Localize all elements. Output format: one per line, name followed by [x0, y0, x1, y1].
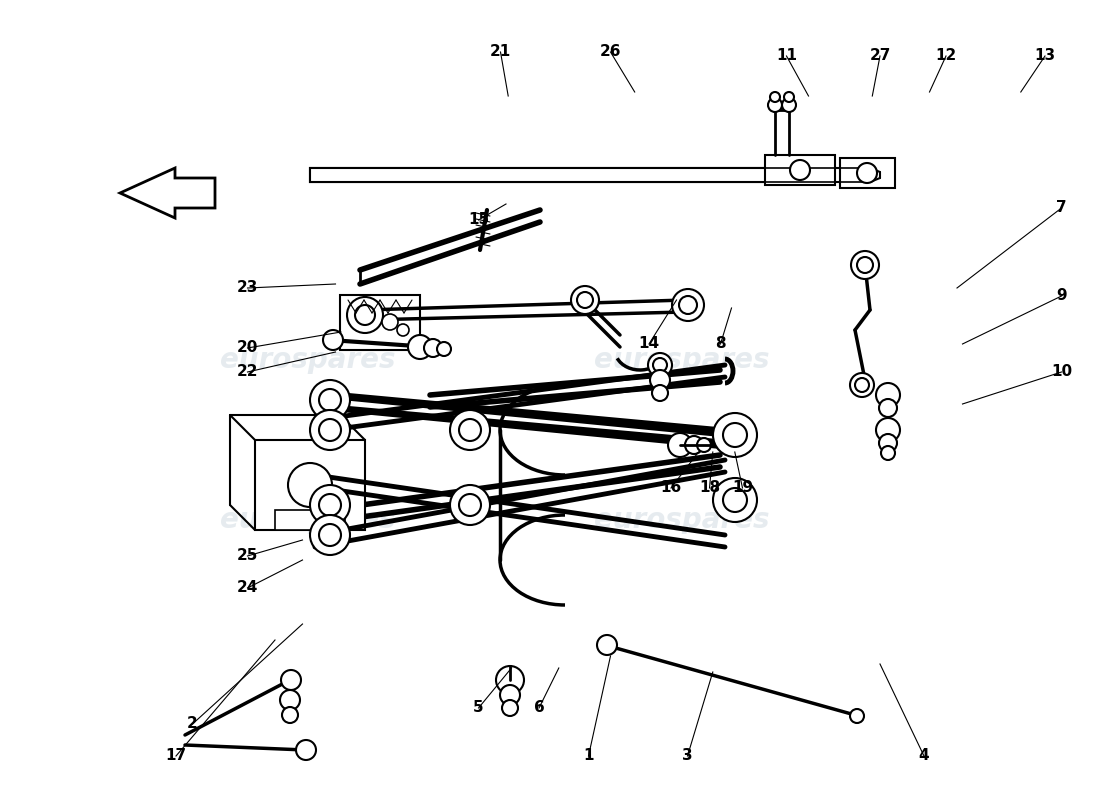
Text: 17: 17 — [165, 749, 187, 763]
Circle shape — [323, 330, 343, 350]
Circle shape — [346, 297, 383, 333]
Circle shape — [713, 413, 757, 457]
Text: 12: 12 — [935, 49, 957, 63]
Bar — [764, 155, 835, 185]
Text: eurospares: eurospares — [594, 506, 770, 534]
Circle shape — [310, 380, 350, 420]
Circle shape — [355, 305, 375, 325]
Circle shape — [876, 418, 900, 442]
Circle shape — [685, 436, 703, 454]
Circle shape — [496, 666, 524, 694]
Text: 15: 15 — [468, 213, 490, 227]
Circle shape — [571, 286, 600, 314]
Circle shape — [382, 314, 398, 330]
Text: 18: 18 — [698, 481, 720, 495]
Circle shape — [437, 342, 451, 356]
Circle shape — [784, 92, 794, 102]
Circle shape — [850, 373, 875, 397]
Circle shape — [578, 292, 593, 308]
Circle shape — [397, 324, 409, 336]
Circle shape — [881, 446, 895, 460]
Circle shape — [424, 339, 442, 357]
Circle shape — [319, 419, 341, 441]
Circle shape — [280, 670, 301, 690]
Polygon shape — [120, 168, 214, 218]
Bar — [340, 295, 420, 350]
Text: 1: 1 — [583, 749, 594, 763]
Bar — [310, 168, 870, 182]
Bar — [310, 168, 795, 182]
Circle shape — [319, 524, 341, 546]
Circle shape — [288, 463, 332, 507]
Circle shape — [876, 383, 900, 407]
Circle shape — [650, 370, 670, 390]
Circle shape — [857, 257, 873, 273]
Circle shape — [310, 410, 350, 450]
Circle shape — [782, 98, 796, 112]
Circle shape — [502, 700, 518, 716]
Text: 13: 13 — [1034, 49, 1056, 63]
Text: 7: 7 — [1056, 201, 1067, 215]
Circle shape — [723, 423, 747, 447]
Bar — [255, 440, 365, 530]
Circle shape — [679, 296, 697, 314]
Circle shape — [653, 358, 667, 372]
Circle shape — [855, 378, 869, 392]
Text: 21: 21 — [490, 45, 512, 59]
Circle shape — [713, 478, 757, 522]
Circle shape — [450, 485, 490, 525]
Text: 8: 8 — [715, 337, 726, 351]
Circle shape — [459, 419, 481, 441]
Circle shape — [310, 515, 350, 555]
Text: 25: 25 — [236, 549, 258, 563]
Circle shape — [770, 92, 780, 102]
Text: 9: 9 — [1056, 289, 1067, 303]
Circle shape — [723, 488, 747, 512]
Text: 6: 6 — [534, 701, 544, 715]
Circle shape — [672, 289, 704, 321]
Text: 5: 5 — [473, 701, 484, 715]
Circle shape — [450, 410, 490, 450]
Text: 4: 4 — [918, 749, 930, 763]
Circle shape — [280, 690, 300, 710]
Circle shape — [857, 163, 877, 183]
Circle shape — [408, 335, 432, 359]
Circle shape — [851, 251, 879, 279]
Text: 27: 27 — [869, 49, 891, 63]
Circle shape — [282, 707, 298, 723]
Text: 23: 23 — [236, 281, 258, 295]
Bar — [840, 158, 895, 188]
Circle shape — [296, 740, 316, 760]
Bar — [275, 510, 345, 530]
Circle shape — [768, 98, 782, 112]
Circle shape — [668, 433, 692, 457]
Circle shape — [879, 399, 896, 417]
Circle shape — [597, 635, 617, 655]
Text: 16: 16 — [660, 481, 682, 495]
Circle shape — [697, 438, 711, 452]
Text: 22: 22 — [236, 365, 258, 379]
Text: 19: 19 — [732, 481, 754, 495]
Text: eurospares: eurospares — [220, 506, 396, 534]
Circle shape — [319, 494, 341, 516]
Text: eurospares: eurospares — [220, 346, 396, 374]
Circle shape — [652, 385, 668, 401]
Text: 24: 24 — [236, 581, 258, 595]
Text: 26: 26 — [600, 45, 621, 59]
Text: 3: 3 — [682, 749, 693, 763]
Circle shape — [459, 494, 481, 516]
Text: 11: 11 — [776, 49, 798, 63]
Text: 10: 10 — [1050, 365, 1072, 379]
Circle shape — [310, 485, 350, 525]
Circle shape — [850, 709, 864, 723]
Circle shape — [319, 389, 341, 411]
Text: 14: 14 — [638, 337, 660, 351]
Circle shape — [790, 160, 810, 180]
Circle shape — [879, 434, 896, 452]
Text: 2: 2 — [187, 717, 198, 731]
Text: eurospares: eurospares — [594, 346, 770, 374]
Circle shape — [648, 353, 672, 377]
Text: 20: 20 — [236, 341, 258, 355]
Circle shape — [500, 685, 520, 705]
